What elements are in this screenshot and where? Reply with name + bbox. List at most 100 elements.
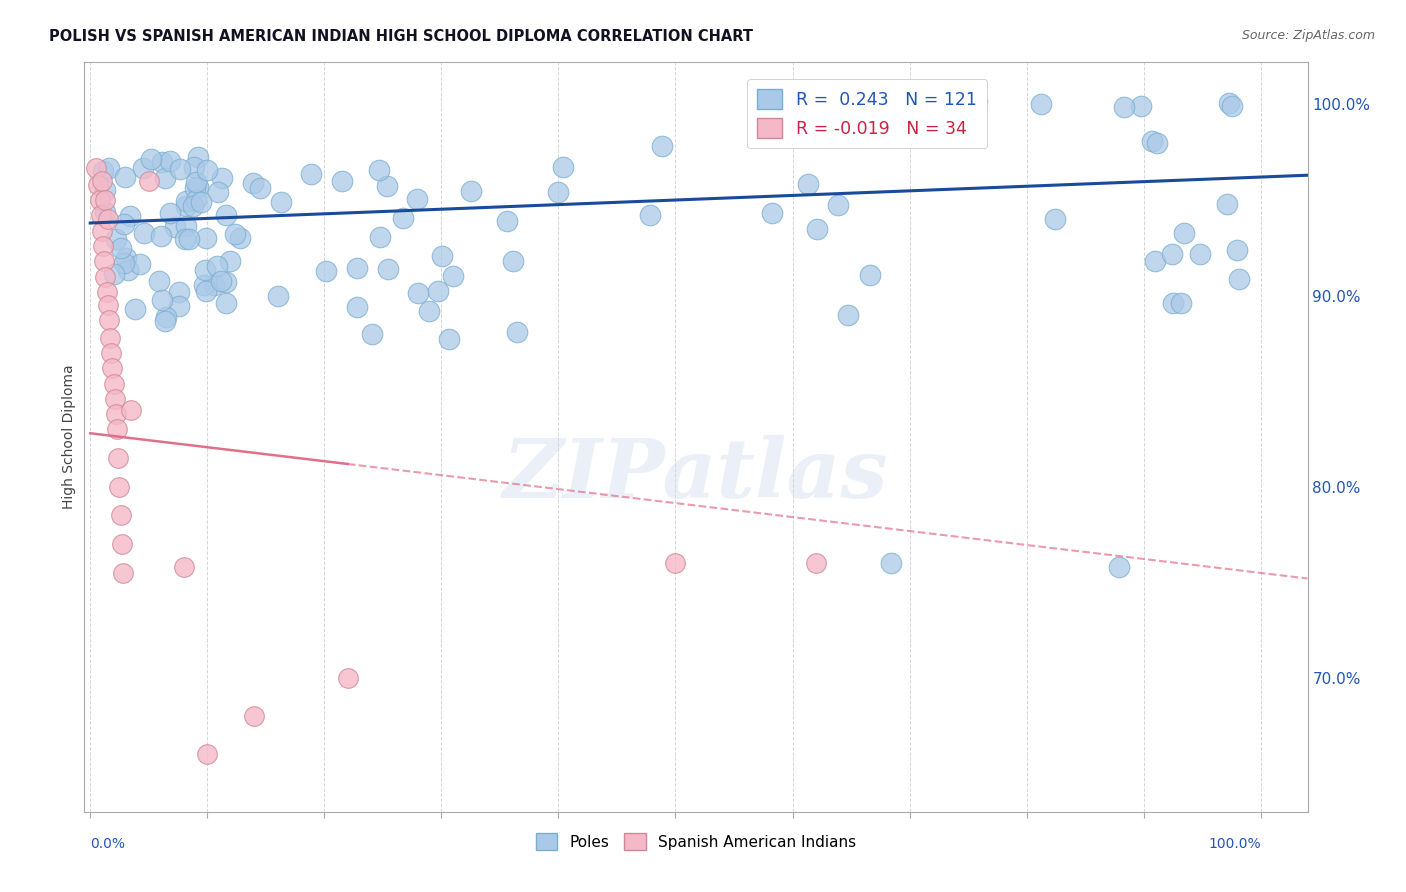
Point: [94, 193, 117, 207]
Point: [105, 422, 128, 436]
Point: [159, 153, 181, 168]
Point: [163, 219, 186, 234]
Point: [155, 170, 177, 185]
Point: [104, 407, 127, 421]
Point: [194, 263, 217, 277]
Point: [195, 230, 218, 244]
Text: 0.0%: 0.0%: [90, 837, 125, 851]
Point: [173, 232, 195, 246]
Point: [1227, 272, 1250, 286]
Text: POLISH VS SPANISH AMERICAN INDIAN HIGH SCHOOL DIPLOMA CORRELATION CHART: POLISH VS SPANISH AMERICAN INDIAN HIGH S…: [49, 29, 754, 44]
Point: [1130, 98, 1153, 112]
Point: [827, 198, 849, 212]
Point: [315, 263, 337, 277]
Point: [112, 256, 135, 270]
Point: [299, 167, 322, 181]
Point: [375, 178, 398, 193]
Point: [195, 284, 218, 298]
Point: [129, 257, 152, 271]
Point: [193, 278, 215, 293]
Point: [502, 254, 524, 268]
Point: [1170, 296, 1192, 310]
Point: [1161, 246, 1184, 260]
Point: [640, 208, 662, 222]
Point: [108, 480, 131, 494]
Point: [89, 193, 111, 207]
Point: [506, 325, 529, 339]
Point: [1029, 96, 1052, 111]
Point: [167, 285, 190, 299]
Point: [1140, 134, 1163, 148]
Point: [249, 181, 271, 195]
Point: [111, 537, 134, 551]
Point: [427, 284, 450, 298]
Point: [806, 222, 828, 236]
Point: [169, 162, 191, 177]
Point: [84, 161, 107, 175]
Point: [148, 274, 170, 288]
Point: [1146, 136, 1168, 150]
Point: [112, 217, 135, 231]
Point: [131, 161, 153, 175]
Point: [267, 289, 290, 303]
Point: [651, 139, 673, 153]
Point: [1216, 197, 1239, 211]
Y-axis label: High School Diploma: High School Diploma: [62, 365, 76, 509]
Point: [406, 285, 429, 300]
Point: [801, 103, 824, 118]
Point: [114, 252, 136, 266]
Point: [437, 333, 460, 347]
Point: [243, 709, 266, 723]
Point: [150, 154, 173, 169]
Point: [94, 183, 117, 197]
Point: [202, 278, 225, 293]
Point: [195, 162, 218, 177]
Point: [97, 313, 120, 327]
Point: [132, 226, 155, 240]
Point: [880, 556, 903, 570]
Point: [114, 169, 136, 184]
Point: [1163, 296, 1185, 310]
Point: [150, 293, 173, 307]
Point: [330, 174, 353, 188]
Point: [270, 194, 292, 209]
Point: [111, 566, 134, 580]
Point: [418, 304, 440, 318]
Point: [91, 164, 114, 178]
Point: [177, 231, 200, 245]
Point: [553, 160, 575, 174]
Text: ZIPatlas: ZIPatlas: [503, 434, 889, 515]
Point: [215, 295, 238, 310]
Point: [346, 301, 368, 315]
Point: [176, 194, 198, 209]
Point: [184, 194, 207, 208]
Point: [664, 556, 686, 570]
Text: Source: ZipAtlas.com: Source: ZipAtlas.com: [1241, 29, 1375, 42]
Point: [1218, 95, 1240, 110]
Point: [120, 403, 142, 417]
Point: [1045, 211, 1067, 226]
Point: [184, 181, 207, 195]
Point: [87, 178, 110, 192]
Point: [120, 210, 142, 224]
Point: [1112, 100, 1135, 114]
Point: [430, 249, 453, 263]
Point: [181, 199, 204, 213]
Point: [336, 671, 359, 685]
Point: [211, 171, 233, 186]
Point: [229, 231, 252, 245]
Point: [884, 128, 907, 142]
Point: [103, 376, 125, 391]
Point: [1226, 244, 1249, 258]
Point: [187, 179, 209, 194]
Point: [966, 95, 988, 109]
Point: [94, 269, 117, 284]
Point: [104, 392, 127, 406]
Point: [195, 747, 218, 762]
Point: [97, 298, 120, 312]
Text: 100.0%: 100.0%: [1208, 837, 1261, 851]
Point: [94, 205, 117, 219]
Point: [183, 160, 205, 174]
Point: [441, 268, 464, 283]
Point: [242, 176, 264, 190]
